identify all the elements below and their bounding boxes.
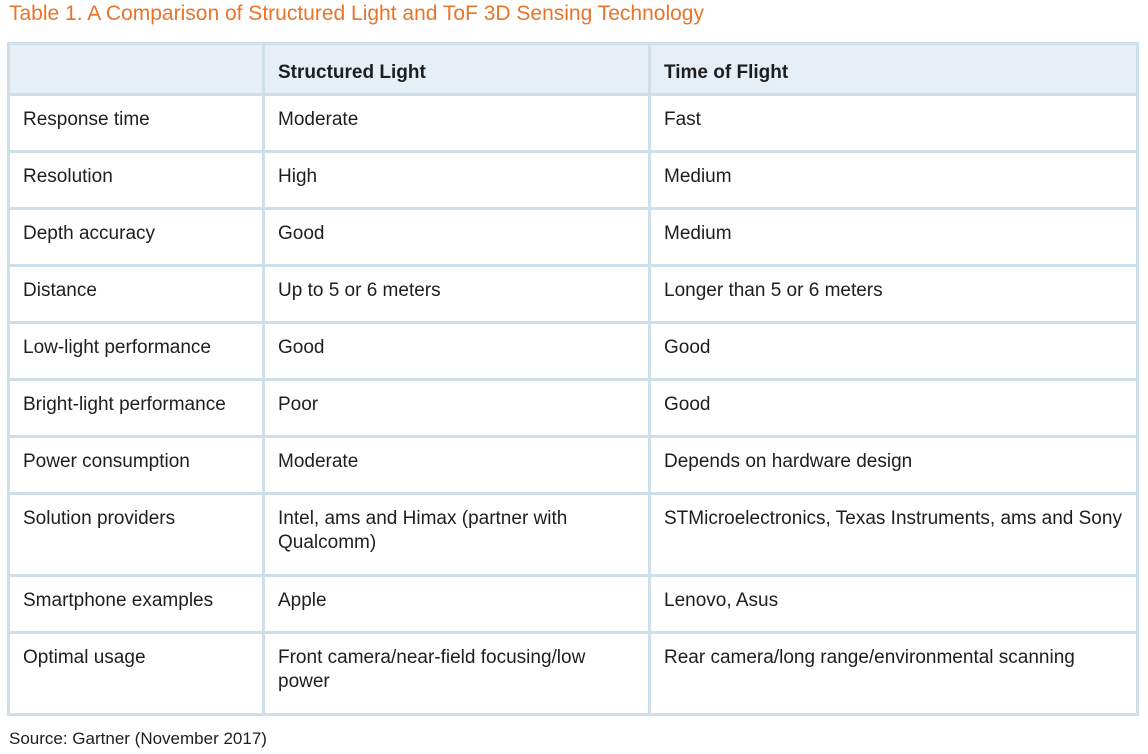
time-of-flight-cell: Depends on hardware design xyxy=(648,435,1139,495)
row-label: Depth accuracy xyxy=(7,207,265,267)
structured-light-cell: Up to 5 or 6 meters xyxy=(262,264,651,324)
table-row: Resolution High Medium xyxy=(7,150,1139,210)
time-of-flight-cell: Medium xyxy=(648,207,1139,267)
table-row: Distance Up to 5 or 6 meters Longer than… xyxy=(7,264,1139,324)
time-of-flight-cell: Good xyxy=(648,378,1139,438)
table-caption: Table 1. A Comparison of Structured Ligh… xyxy=(9,2,704,25)
structured-light-cell: Good xyxy=(262,207,651,267)
time-of-flight-cell: STMicroelectronics, Texas Instruments, a… xyxy=(648,492,1139,577)
time-of-flight-cell: Medium xyxy=(648,150,1139,210)
table-row: Depth accuracy Good Medium xyxy=(7,207,1139,267)
table-header-row: Structured Light Time of Flight xyxy=(7,42,1139,96)
table-row: Response time Moderate Fast xyxy=(7,93,1139,153)
row-label: Solution providers xyxy=(7,492,265,577)
time-of-flight-cell: Good xyxy=(648,321,1139,381)
header-cell-time-of-flight: Time of Flight xyxy=(648,42,1139,96)
header-cell-empty xyxy=(7,42,265,96)
row-label: Distance xyxy=(7,264,265,324)
structured-light-cell: High xyxy=(262,150,651,210)
structured-light-cell: Poor xyxy=(262,378,651,438)
table-row: Optimal usage Front camera/near-field fo… xyxy=(7,631,1139,716)
table-row: Smartphone examples Apple Lenovo, Asus xyxy=(7,574,1139,634)
structured-light-cell: Front camera/near-field focusing/low pow… xyxy=(262,631,651,716)
row-label: Power consumption xyxy=(7,435,265,495)
structured-light-cell: Moderate xyxy=(262,93,651,153)
comparison-table: Structured Light Time of Flight Response… xyxy=(7,42,1139,716)
row-label: Bright-light performance xyxy=(7,378,265,438)
time-of-flight-cell: Fast xyxy=(648,93,1139,153)
row-label: Low-light performance xyxy=(7,321,265,381)
header-cell-structured-light: Structured Light xyxy=(262,42,651,96)
structured-light-cell: Good xyxy=(262,321,651,381)
row-label: Response time xyxy=(7,93,265,153)
table-row: Low-light performance Good Good xyxy=(7,321,1139,381)
row-label: Smartphone examples xyxy=(7,574,265,634)
time-of-flight-cell: Rear camera/long range/environmental sca… xyxy=(648,631,1139,716)
row-label: Resolution xyxy=(7,150,265,210)
row-label: Optimal usage xyxy=(7,631,265,716)
structured-light-cell: Apple xyxy=(262,574,651,634)
time-of-flight-cell: Longer than 5 or 6 meters xyxy=(648,264,1139,324)
time-of-flight-cell: Lenovo, Asus xyxy=(648,574,1139,634)
structured-light-cell: Intel, ams and Himax (partner with Qualc… xyxy=(262,492,651,577)
structured-light-cell: Moderate xyxy=(262,435,651,495)
table-row: Solution providers Intel, ams and Himax … xyxy=(7,492,1139,577)
table-row: Power consumption Moderate Depends on ha… xyxy=(7,435,1139,495)
source-note: Source: Gartner (November 2017) xyxy=(9,729,267,748)
table-row: Bright-light performance Poor Good xyxy=(7,378,1139,438)
